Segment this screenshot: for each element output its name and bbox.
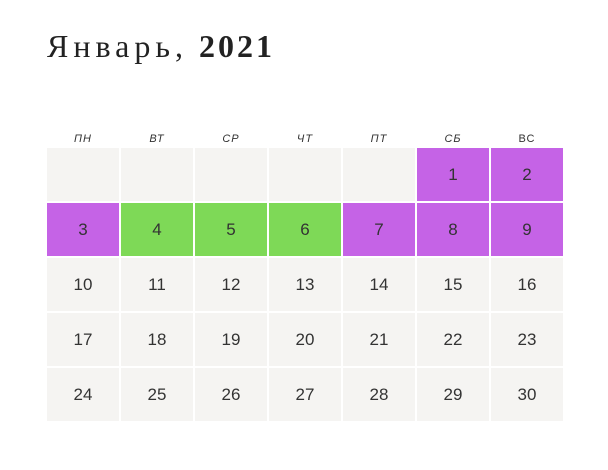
calendar-empty-cell bbox=[121, 148, 193, 201]
calendar-day-cell[interactable]: 18 bbox=[121, 313, 193, 366]
calendar-day-cell[interactable]: 5 bbox=[195, 203, 267, 256]
calendar-day-cell[interactable]: 13 bbox=[269, 258, 341, 311]
month-label: Январь, bbox=[47, 28, 188, 64]
weekday-sat: СБ bbox=[444, 133, 462, 145]
calendar-day-cell[interactable]: 7 bbox=[343, 203, 415, 256]
weekday-mon: ПН bbox=[74, 133, 92, 145]
calendar-day-cell[interactable]: 12 bbox=[195, 258, 267, 311]
calendar-day-cell[interactable]: 9 bbox=[491, 203, 563, 256]
calendar-day-cell[interactable]: 1 bbox=[417, 148, 489, 201]
weekday-tue: ВТ bbox=[149, 133, 165, 145]
calendar-day-cell[interactable]: 24 bbox=[47, 368, 119, 421]
calendar-day-cell[interactable]: 3 bbox=[47, 203, 119, 256]
weekday-wed: СР bbox=[222, 133, 240, 145]
calendar-day-cell[interactable]: 14 bbox=[343, 258, 415, 311]
calendar-empty-cell bbox=[47, 148, 119, 201]
calendar-empty-cell bbox=[343, 148, 415, 201]
calendar-day-cell[interactable]: 28 bbox=[343, 368, 415, 421]
calendar-day-cell[interactable]: 8 bbox=[417, 203, 489, 256]
calendar-day-cell[interactable]: 25 bbox=[121, 368, 193, 421]
calendar-day-cell[interactable]: 10 bbox=[47, 258, 119, 311]
calendar-empty-cell bbox=[269, 148, 341, 201]
calendar-day-cell[interactable]: 6 bbox=[269, 203, 341, 256]
calendar-day-cell[interactable]: 21 bbox=[343, 313, 415, 366]
weekday-thu: ЧТ bbox=[296, 133, 314, 145]
calendar-day-cell[interactable]: 20 bbox=[269, 313, 341, 366]
calendar-day-cell[interactable]: 16 bbox=[491, 258, 563, 311]
weekday-header-row: ПН ВТ СР ЧТ ПТ СБ ВС bbox=[47, 130, 563, 148]
calendar-day-cell[interactable]: 23 bbox=[491, 313, 563, 366]
calendar-day-cell[interactable]: 4 bbox=[121, 203, 193, 256]
calendar-day-cell[interactable]: 29 bbox=[417, 368, 489, 421]
weekday-fri: ПТ bbox=[370, 133, 388, 145]
calendar-title: Январь, 2021 bbox=[47, 28, 275, 65]
calendar-grid: 1 2 3 4 5 6 7 8 9 10 11 12 13 14 15 16 17 18 19 20 21 22 23 24 2… bbox=[47, 148, 563, 421]
calendar-day-cell[interactable]: 26 bbox=[195, 368, 267, 421]
calendar-day-cell[interactable]: 27 bbox=[269, 368, 341, 421]
calendar-day-cell[interactable]: 22 bbox=[417, 313, 489, 366]
calendar-day-cell[interactable]: 2 bbox=[491, 148, 563, 201]
calendar-empty-cell bbox=[195, 148, 267, 201]
calendar-day-cell[interactable]: 15 bbox=[417, 258, 489, 311]
calendar-day-cell[interactable]: 19 bbox=[195, 313, 267, 366]
weekday-sun: ВС bbox=[518, 133, 536, 145]
year-label: 2021 bbox=[198, 28, 275, 64]
calendar-day-cell[interactable]: 11 bbox=[121, 258, 193, 311]
calendar-day-cell[interactable]: 17 bbox=[47, 313, 119, 366]
calendar-day-cell[interactable]: 30 bbox=[491, 368, 563, 421]
